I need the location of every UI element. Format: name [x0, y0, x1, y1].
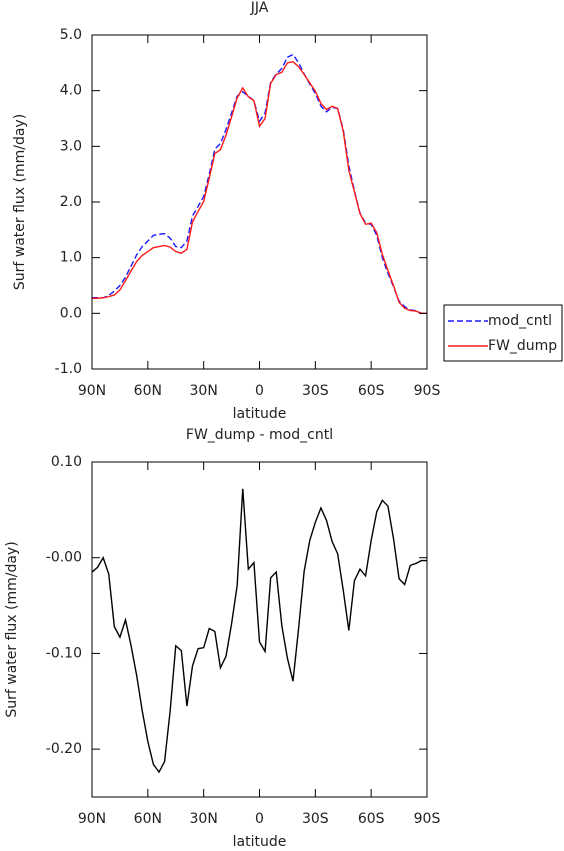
x-tick-label: 60N — [134, 811, 162, 827]
y-tick-label: -0.00 — [46, 550, 82, 566]
x-tick-label: 30N — [190, 811, 218, 827]
y-axis-label: Surf water flux (mm/day) — [12, 114, 28, 290]
chart-title: JJA — [250, 0, 269, 16]
y-tick-label: -0.10 — [46, 645, 82, 661]
legend-label: FW_dump — [488, 338, 557, 354]
x-tick-label: 30N — [190, 383, 218, 399]
x-tick-label: 0 — [255, 383, 264, 399]
y-tick-label: -0.20 — [46, 741, 82, 757]
x-tick-label: 30S — [302, 383, 329, 399]
x-tick-label: 90S — [414, 383, 441, 399]
y-tick-label: 5.0 — [60, 27, 82, 43]
y-tick-label: 0.10 — [51, 454, 82, 470]
data-line — [92, 60, 427, 315]
x-axis-label: latitude — [233, 406, 287, 422]
y-tick-label: 1.0 — [60, 250, 82, 266]
plot-frame — [91, 34, 428, 370]
x-tick-label: 90N — [78, 811, 106, 827]
x-tick-label: 30S — [302, 811, 329, 827]
y-tick-label: 4.0 — [60, 83, 82, 99]
legend-label: mod_cntl — [488, 313, 552, 329]
x-axis-label: latitude — [233, 834, 287, 850]
y-tick-label: 3.0 — [60, 138, 82, 154]
x-tick-label: 90S — [414, 811, 441, 827]
x-tick-label: 60S — [358, 383, 385, 399]
y-tick-label: 2.0 — [60, 194, 82, 210]
x-tick-label: 0 — [255, 811, 264, 827]
data-line — [91, 488, 427, 774]
chart-title: FW_dump - mod_cntl — [186, 427, 333, 443]
y-tick-label: 0.0 — [60, 305, 82, 321]
y-axis-label: Surf water flux (mm/day) — [4, 541, 20, 717]
y-tick-label: -1.0 — [55, 361, 82, 377]
x-tick-label: 60N — [134, 383, 162, 399]
x-tick-label: 60S — [358, 811, 385, 827]
x-tick-label: 90N — [78, 383, 106, 399]
data-line — [92, 53, 427, 315]
legend-box — [443, 304, 563, 362]
